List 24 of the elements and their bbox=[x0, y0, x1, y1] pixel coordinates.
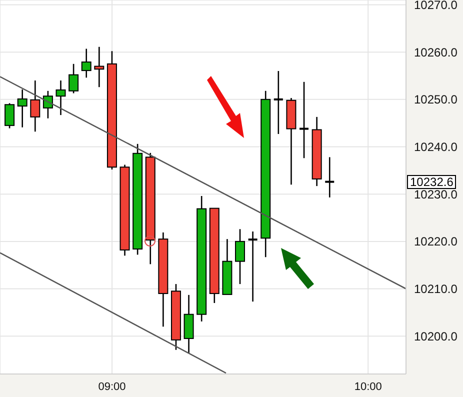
candlestick bbox=[94, 46, 104, 88]
x-tick-label: 09:00 bbox=[98, 380, 126, 393]
x-tick-label: 10:00 bbox=[354, 380, 382, 393]
candlestick bbox=[81, 48, 92, 78]
y-tick-label: 10220.0 bbox=[414, 234, 458, 249]
y-tick-label: 10210.0 bbox=[414, 282, 458, 296]
candlestick bbox=[30, 80, 40, 132]
candlestick bbox=[272, 70, 284, 135]
candlestick bbox=[298, 81, 310, 159]
candlestick bbox=[68, 63, 79, 94]
y-tick-label: 10240.0 bbox=[414, 140, 458, 154]
y-tick-label: 10270.0 bbox=[414, 0, 458, 12]
candlestick bbox=[17, 88, 28, 128]
candlestick bbox=[56, 80, 66, 116]
candlestick bbox=[324, 156, 336, 198]
candlestick bbox=[42, 90, 53, 120]
y-tick-label: 10200.0 bbox=[414, 329, 458, 344]
y-tick-label: 10260.0 bbox=[414, 45, 458, 60]
text: 10232.6 bbox=[407, 174, 456, 189]
candlestick bbox=[235, 228, 245, 285]
y-tick-label: 10250.0 bbox=[414, 92, 458, 107]
y-tick-label: 10230.0 bbox=[414, 187, 458, 202]
candlestick bbox=[4, 102, 15, 129]
candlestick bbox=[247, 230, 258, 302]
